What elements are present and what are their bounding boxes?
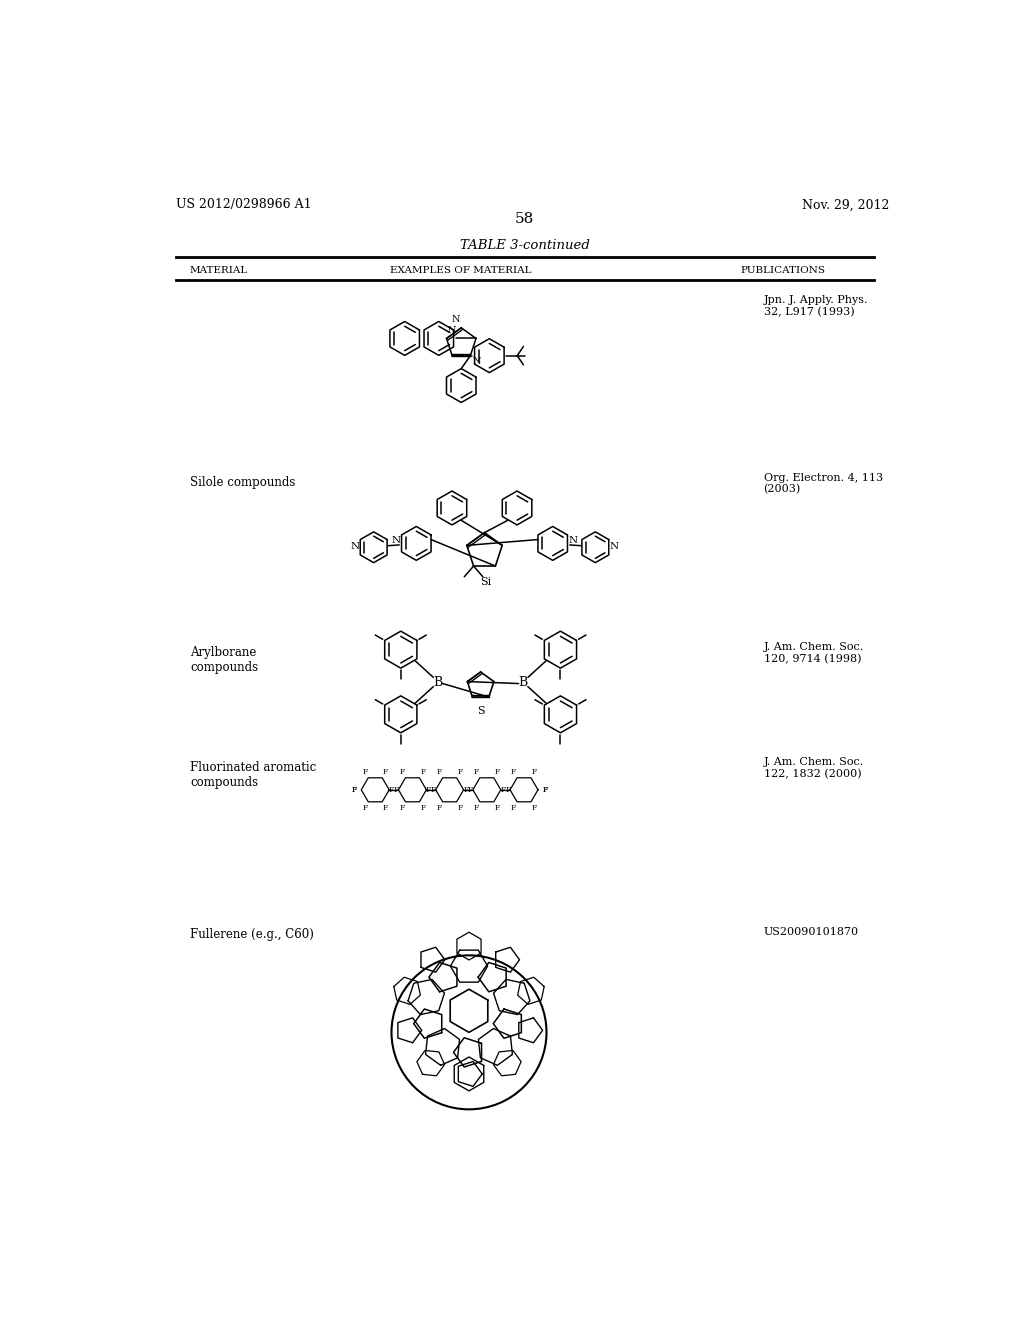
Text: F: F: [543, 785, 548, 793]
Text: F: F: [383, 804, 388, 812]
Text: F: F: [474, 768, 479, 776]
Text: F: F: [505, 785, 510, 793]
Text: F: F: [399, 768, 404, 776]
Text: F: F: [531, 768, 538, 776]
Text: F: F: [501, 785, 506, 793]
Text: F: F: [351, 785, 357, 793]
Text: J. Am. Chem. Soc.
122, 1832 (2000): J. Am. Chem. Soc. 122, 1832 (2000): [764, 758, 864, 780]
Text: PUBLICATIONS: PUBLICATIONS: [740, 267, 825, 275]
Text: F: F: [458, 804, 463, 812]
Text: F: F: [531, 804, 538, 812]
Text: N: N: [391, 536, 400, 545]
Text: US 2012/0298966 A1: US 2012/0298966 A1: [176, 198, 311, 211]
Text: F: F: [436, 804, 441, 812]
Text: F: F: [389, 785, 394, 793]
Text: N: N: [452, 315, 460, 323]
Text: F: F: [383, 768, 388, 776]
Text: F: F: [511, 804, 516, 812]
Text: F: F: [468, 785, 473, 793]
Text: N: N: [473, 358, 481, 366]
Text: US20090101870: US20090101870: [764, 927, 859, 937]
Text: N: N: [449, 326, 457, 334]
Text: Fluorinated aromatic
compounds: Fluorinated aromatic compounds: [190, 762, 316, 789]
Text: MATERIAL: MATERIAL: [190, 267, 248, 275]
Text: F: F: [463, 785, 469, 793]
Text: EXAMPLES OF MATERIAL: EXAMPLES OF MATERIAL: [390, 267, 532, 275]
Text: Fullerene (e.g., C60): Fullerene (e.g., C60): [190, 928, 314, 941]
Text: Jpn. J. Apply. Phys.
32, L917 (1993): Jpn. J. Apply. Phys. 32, L917 (1993): [764, 296, 868, 318]
Text: F: F: [393, 785, 398, 793]
Text: Nov. 29, 2012: Nov. 29, 2012: [802, 198, 890, 211]
Text: F: F: [420, 768, 426, 776]
Text: F: F: [543, 785, 548, 793]
Text: N: N: [350, 543, 359, 550]
Text: N: N: [609, 543, 618, 550]
Text: TABLE 3-continued: TABLE 3-continued: [460, 239, 590, 252]
Text: F: F: [495, 804, 500, 812]
Text: Arylborane
compounds: Arylborane compounds: [190, 645, 258, 673]
Text: F: F: [495, 768, 500, 776]
Text: Org. Electron. 4, 113
(2003): Org. Electron. 4, 113 (2003): [764, 473, 883, 495]
Text: F: F: [399, 804, 404, 812]
Text: F: F: [362, 768, 368, 776]
Text: F: F: [431, 785, 436, 793]
Text: F: F: [436, 768, 441, 776]
Text: J. Am. Chem. Soc.
120, 9714 (1998): J. Am. Chem. Soc. 120, 9714 (1998): [764, 642, 864, 664]
Text: Si: Si: [479, 577, 490, 587]
Text: F: F: [420, 804, 426, 812]
Text: Silole compounds: Silole compounds: [190, 477, 295, 490]
Text: F: F: [474, 804, 479, 812]
Text: F: F: [458, 768, 463, 776]
Text: F: F: [511, 768, 516, 776]
Text: 58: 58: [515, 213, 535, 226]
Text: F: F: [351, 785, 357, 793]
Text: N: N: [568, 536, 578, 545]
Text: B: B: [433, 676, 442, 689]
Text: S: S: [477, 706, 485, 715]
Text: B: B: [518, 676, 528, 689]
Text: F: F: [426, 785, 431, 793]
Text: F: F: [362, 804, 368, 812]
